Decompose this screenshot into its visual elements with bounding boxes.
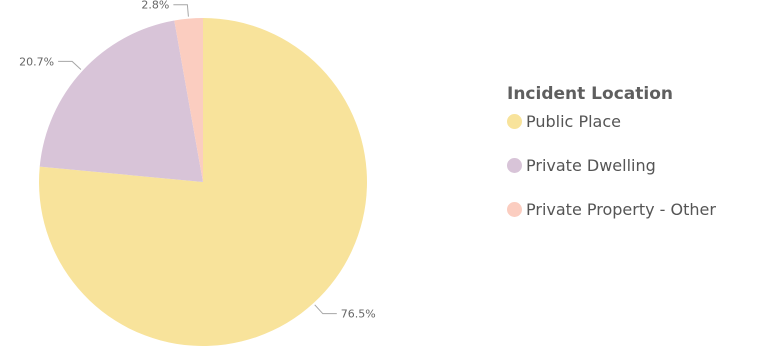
legend-label: Private Property - Other [526, 199, 716, 219]
pie-data-labels: 76.5% 20.7% 2.8% [19, 0, 376, 321]
legend-item-public-place[interactable]: Public Place [507, 110, 716, 132]
pie-slice-private-property-other[interactable] [174, 18, 203, 182]
leader-line [173, 4, 189, 17]
pie-slices [38, 18, 367, 346]
pie-slice-private-dwelling[interactable] [39, 20, 203, 182]
leader-line [58, 60, 82, 70]
legend-item-private-dwelling[interactable]: Private Dwelling [507, 154, 716, 176]
legend: Incident Location Public Place Private D… [507, 84, 716, 220]
legend-item-private-property-other[interactable]: Private Property - Other [507, 198, 716, 220]
legend-label: Public Place [526, 111, 621, 131]
leader-line [314, 304, 337, 315]
data-label: 76.5% [341, 308, 376, 321]
legend-label: Private Dwelling [526, 155, 656, 175]
data-label: 20.7% [19, 55, 54, 68]
legend-swatch-icon [507, 157, 522, 173]
legend-title: Incident Location [507, 84, 673, 104]
legend-swatch-icon [507, 113, 522, 129]
data-label: 2.8% [141, 0, 169, 12]
legend-swatch-icon [507, 201, 522, 217]
